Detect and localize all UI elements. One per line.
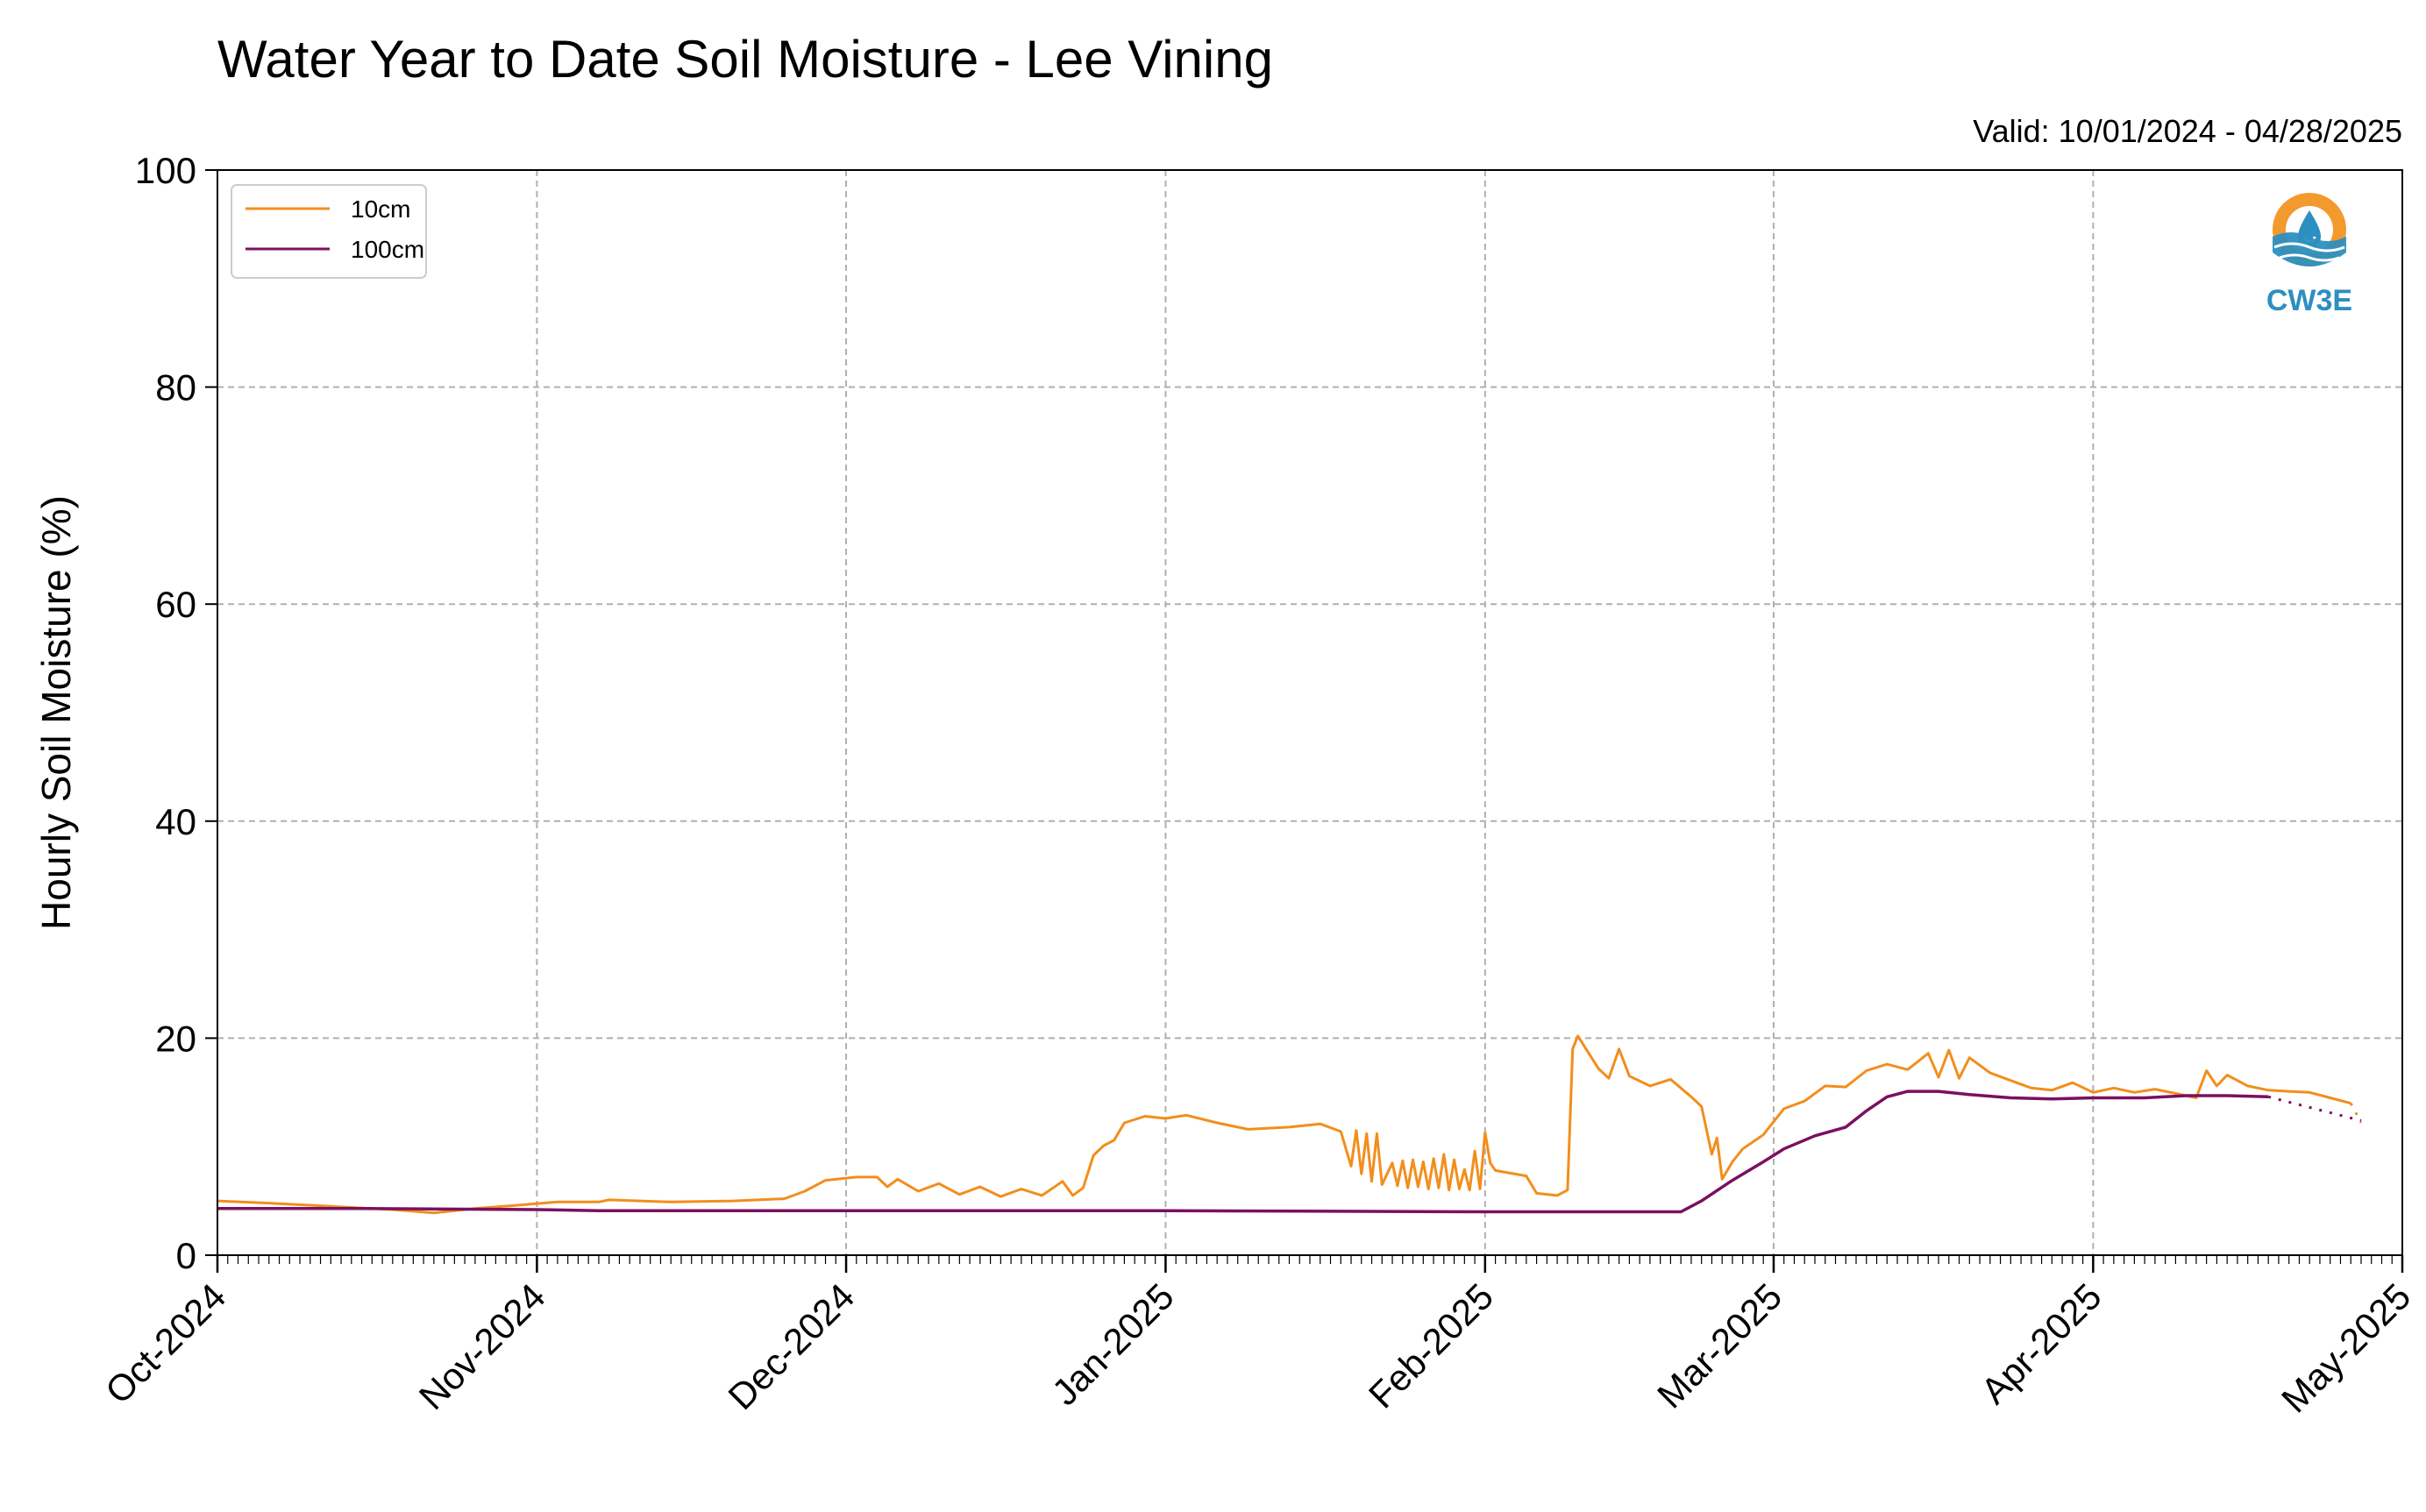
cw3e-logo: CW3E	[2266, 193, 2352, 317]
y-axis-label: Hourly Soil Moisture (%)	[33, 495, 79, 930]
x-tick-label: Nov-2024	[411, 1275, 553, 1417]
y-tick-label: 20	[155, 1018, 196, 1059]
y-tick-label: 100	[135, 150, 196, 191]
legend: 10cm 100cm	[231, 184, 427, 279]
series-gap-100cm	[2267, 1095, 2362, 1122]
y-tick-label: 40	[155, 801, 196, 842]
legend-label-100cm: 100cm	[351, 236, 424, 263]
y-tick-label: 0	[176, 1235, 196, 1276]
x-tick-label: Oct-2024	[97, 1275, 233, 1411]
y-tick-label: 80	[155, 367, 196, 408]
plot-frame	[217, 169, 2403, 1256]
data-series	[217, 1034, 2363, 1215]
series-line-100cm	[217, 1090, 2269, 1214]
cw3e-logo-text: CW3E	[2266, 284, 2352, 317]
series-gap-10cm	[2349, 1102, 2363, 1124]
y-tick-label: 60	[155, 584, 196, 625]
x-tick-label: Jan-2025	[1044, 1275, 1182, 1413]
x-tick-label: May-2025	[2273, 1275, 2418, 1420]
cw3e-water-drop-icon	[2273, 193, 2346, 266]
grid-lines	[217, 170, 2402, 1255]
chart-title: Water Year to Date Soil Moisture - Lee V…	[217, 30, 1273, 89]
x-tick-label: Feb-2025	[1361, 1275, 1501, 1416]
x-tick-label: Dec-2024	[720, 1275, 862, 1417]
valid-date-range: Valid: 10/01/2024 - 04/28/2025	[1973, 113, 2402, 149]
legend-label-10cm: 10cm	[351, 195, 410, 223]
axes: 0 20 40 60 80 100 Oct-2024 Nov-2024 Dec-2024 Jan-…	[97, 150, 2418, 1420]
x-tick-label: Apr-2025	[1973, 1275, 2109, 1411]
x-tick-label: Mar-2025	[1649, 1275, 1789, 1416]
series-line-10cm	[217, 1034, 2351, 1215]
